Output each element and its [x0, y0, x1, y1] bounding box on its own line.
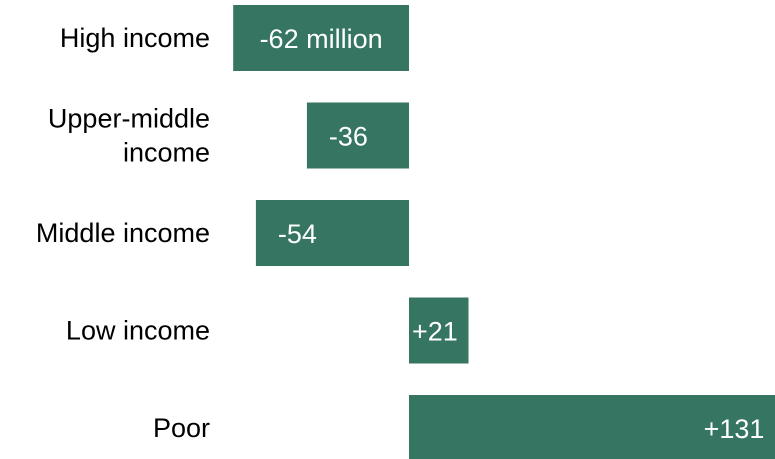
category-label-line: Upper-middle — [48, 104, 210, 134]
value-label: +131 — [704, 414, 765, 444]
category-label-line: income — [123, 138, 210, 168]
category-label-line: High income — [60, 23, 210, 53]
category-label-line: Low income — [66, 316, 210, 346]
value-label: -54 — [278, 219, 317, 249]
category-label: Low income — [66, 316, 210, 346]
value-label: -62 million — [260, 24, 383, 54]
category-label: High income — [60, 23, 210, 53]
category-label: Upper-middle income — [48, 104, 210, 168]
value-label: +21 — [412, 317, 458, 347]
category-label: Middle income — [36, 218, 210, 248]
category-label-line: Middle income — [36, 218, 210, 248]
category-label: Poor — [153, 413, 210, 443]
value-label: -36 — [329, 122, 368, 152]
category-label-line: Poor — [153, 413, 210, 443]
